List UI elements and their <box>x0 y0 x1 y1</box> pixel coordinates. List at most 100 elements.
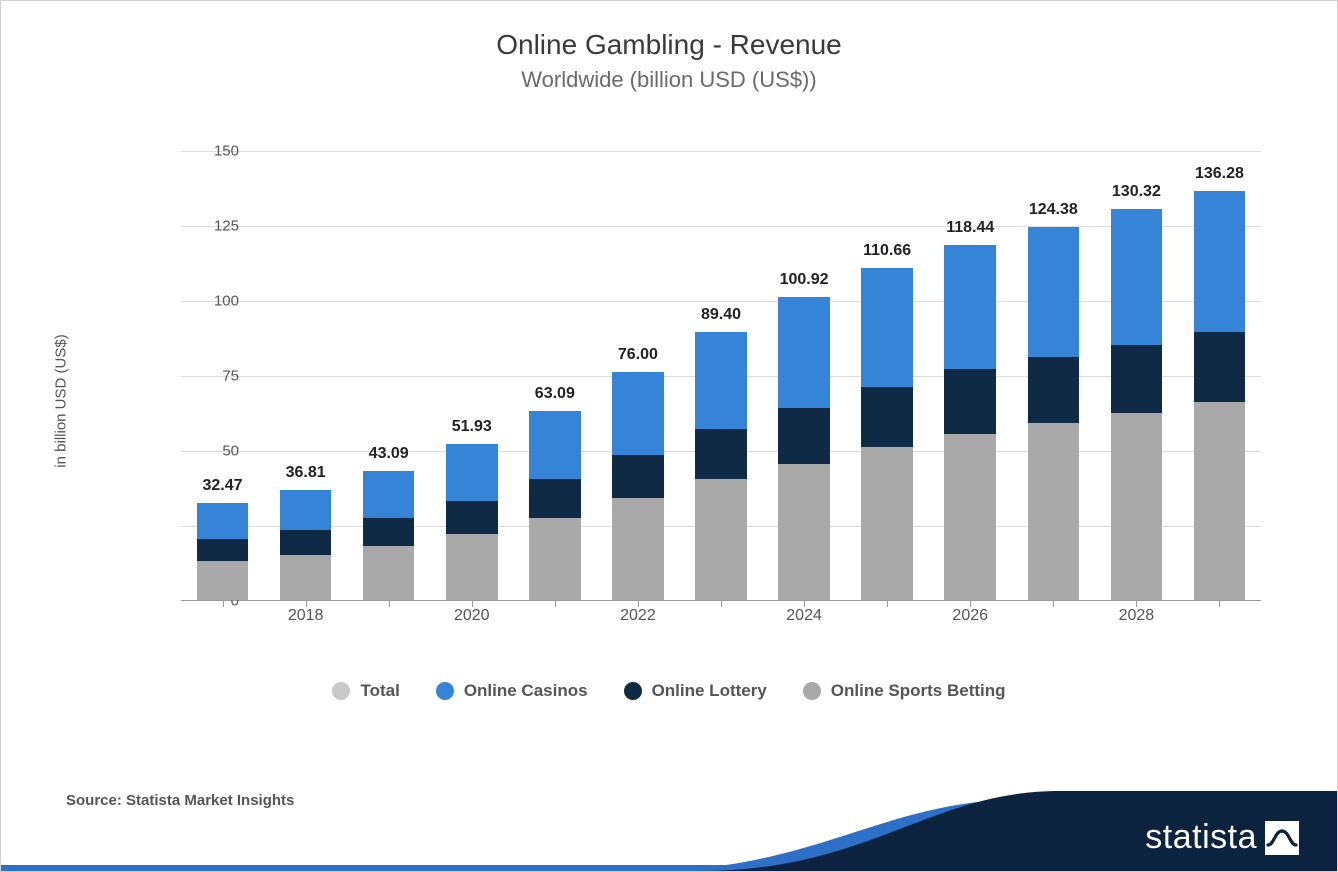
chart-area: in billion USD (US$) 025507510012515032.… <box>111 151 1281 651</box>
legend-label: Online Sports Betting <box>831 681 1006 701</box>
bar-segment-lottery <box>363 518 415 547</box>
bar-total-label: 118.44 <box>946 219 994 237</box>
x-tick-label: 2022 <box>620 607 656 625</box>
legend-swatch <box>436 682 454 700</box>
statista-wave-icon <box>1265 821 1299 855</box>
bar-segment-casinos <box>861 268 913 387</box>
y-tick-label: 50 <box>189 443 239 460</box>
statista-logo: statista <box>1145 818 1299 857</box>
bar-segment-casinos <box>1111 209 1163 345</box>
legend-item: Online Lottery <box>624 681 767 701</box>
y-axis-label: in billion USD (US$) <box>53 334 70 467</box>
bar-segment-lottery <box>778 408 830 464</box>
bar-segment-sports <box>861 447 913 600</box>
bar-segment-lottery <box>446 501 498 534</box>
y-tick-label: 125 <box>189 218 239 235</box>
y-tick-label: 100 <box>189 293 239 310</box>
bar-group: 130.32 <box>1111 209 1163 600</box>
bar-segment-casinos <box>778 297 830 408</box>
x-tick-mark <box>223 601 224 607</box>
bar-segment-sports <box>1111 413 1163 601</box>
y-tick-label: 75 <box>189 368 239 385</box>
bar-total-label: 43.09 <box>369 445 409 463</box>
bar-segment-sports <box>280 555 332 600</box>
bar-segment-sports <box>778 464 830 601</box>
bar-segment-lottery <box>1194 332 1246 403</box>
x-tick-mark <box>887 601 888 607</box>
bar-segment-lottery <box>1111 345 1163 413</box>
bar-segment-lottery <box>612 455 664 499</box>
bar-total-label: 36.81 <box>286 464 326 482</box>
x-tick-mark <box>1219 601 1220 607</box>
chart-container: Online Gambling - Revenue Worldwide (bil… <box>0 0 1338 872</box>
bar-segment-sports <box>197 561 249 600</box>
bar-segment-sports <box>1194 402 1246 600</box>
bar-segment-sports <box>529 518 581 601</box>
gridline <box>181 301 1261 302</box>
bar-total-label: 89.40 <box>701 306 741 324</box>
chart-title: Online Gambling - Revenue <box>1 29 1337 61</box>
x-tick-label: 2026 <box>952 607 988 625</box>
legend-swatch <box>803 682 821 700</box>
bar-group: 118.44 <box>944 245 996 600</box>
source-label: Source: Statista Market Insights <box>66 792 294 809</box>
bar-total-label: 76.00 <box>618 346 658 364</box>
bar-total-label: 100.92 <box>780 271 829 289</box>
bar-segment-casinos <box>1194 191 1246 331</box>
x-tick-label: 2028 <box>1119 607 1155 625</box>
title-block: Online Gambling - Revenue Worldwide (bil… <box>1 1 1337 93</box>
bar-segment-casinos <box>529 411 581 479</box>
bar-segment-casinos <box>612 372 664 455</box>
bar-group: 136.28 <box>1194 191 1246 600</box>
bar-segment-lottery <box>861 387 913 447</box>
bar-segment-casinos <box>363 471 415 518</box>
plot-area: 025507510012515032.4736.81201843.0951.93… <box>181 151 1261 601</box>
bar-segment-lottery <box>529 479 581 518</box>
legend: Total Online Casinos Online Lottery Online … <box>1 681 1337 705</box>
chart-subtitle: Worldwide (billion USD (US$)) <box>1 67 1337 93</box>
gridline <box>181 226 1261 227</box>
bar-group: 36.81 <box>280 490 332 600</box>
legend-label: Total <box>360 681 399 701</box>
bar-total-label: 136.28 <box>1195 165 1244 183</box>
bar-segment-sports <box>612 498 664 600</box>
legend-swatch <box>624 682 642 700</box>
bar-group: 63.09 <box>529 411 581 600</box>
bar-total-label: 110.66 <box>863 242 911 260</box>
bar-total-label: 124.38 <box>1029 201 1078 219</box>
gridline <box>181 151 1261 152</box>
x-tick-mark <box>389 601 390 607</box>
x-tick-mark <box>1053 601 1054 607</box>
bar-segment-lottery <box>944 369 996 434</box>
bar-segment-sports <box>446 534 498 600</box>
bar-segment-casinos <box>280 490 332 530</box>
bar-group: 100.92 <box>778 297 830 600</box>
bar-segment-casinos <box>695 332 747 429</box>
bar-segment-casinos <box>1028 227 1080 357</box>
bar-total-label: 130.32 <box>1112 183 1161 201</box>
bar-group: 76.00 <box>612 372 664 600</box>
bar-group: 43.09 <box>363 471 415 600</box>
bar-segment-casinos <box>944 245 996 369</box>
x-tick-label: 2018 <box>288 607 324 625</box>
bar-total-label: 63.09 <box>535 385 575 403</box>
bar-segment-sports <box>1028 423 1080 600</box>
bar-segment-lottery <box>1028 357 1080 423</box>
bar-segment-lottery <box>280 530 332 556</box>
legend-item: Online Casinos <box>436 681 588 701</box>
legend-item: Online Sports Betting <box>803 681 1006 701</box>
legend-item: Total <box>332 681 399 701</box>
y-tick-label: 150 <box>189 143 239 160</box>
bar-group: 110.66 <box>861 268 913 600</box>
x-tick-label: 2024 <box>786 607 822 625</box>
x-tick-mark <box>555 601 556 607</box>
bar-segment-casinos <box>197 503 249 539</box>
bar-group: 51.93 <box>446 444 498 600</box>
bar-group: 124.38 <box>1028 227 1080 600</box>
bar-segment-sports <box>363 546 415 600</box>
x-tick-mark <box>721 601 722 607</box>
bar-segment-sports <box>944 434 996 601</box>
bar-group: 89.40 <box>695 332 747 600</box>
bar-total-label: 51.93 <box>452 418 492 436</box>
x-tick-label: 2020 <box>454 607 490 625</box>
